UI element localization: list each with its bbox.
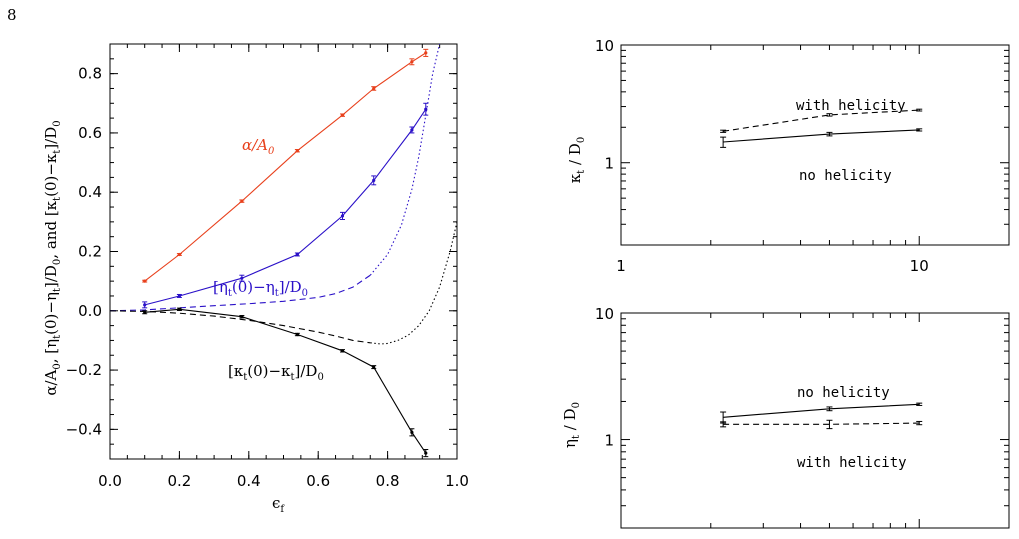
right-y-tick-label: 10 xyxy=(595,37,614,55)
right-bottom-series xyxy=(720,402,923,430)
right-top-plot-frame xyxy=(620,44,1010,246)
left-series-line-4 xyxy=(144,308,427,454)
left-chart: 0.0 0.2 0.4 0.6 0.8 1.0 −0.4 −0.2 0.0 0.2 0.4 0.6 0.… xyxy=(42,43,469,515)
left-series-line-6 xyxy=(370,221,457,345)
right-y-tick-label: 10 xyxy=(595,305,614,323)
left-x-tick-label: 0.4 xyxy=(237,472,261,490)
annotation-alpha: α/A0 xyxy=(242,136,275,157)
right-bottom-plot-frame xyxy=(620,312,1010,529)
left-ylabel: α/A0, [ηt(0)−ηt]/D0, and [κt(0)−κt]/D0 xyxy=(42,120,63,395)
right-series-line xyxy=(723,422,920,425)
left-series-line-2 xyxy=(110,274,371,312)
page-number: 8 xyxy=(7,6,17,24)
left-series-line-1 xyxy=(144,108,427,306)
left-x-tick-label: 0.8 xyxy=(376,472,400,490)
right-series-line xyxy=(723,129,920,143)
left-y-tick-label: 0.4 xyxy=(78,183,102,201)
annotation-kappa: [κt(0)−κt]/D0 xyxy=(228,362,324,383)
right-y-tick-label: 1 xyxy=(604,432,614,450)
left-y-tick-label: 0.0 xyxy=(78,302,102,320)
left-y-tick-label: 0.6 xyxy=(78,124,102,142)
right-top-ylabel: κt / D0 xyxy=(566,137,587,183)
right-bottom-ylabel: ηt / D0 xyxy=(561,402,582,448)
left-y-tick-label: 0.8 xyxy=(78,65,102,83)
annotation-eta: [ηt(0)−ηt]/D0 xyxy=(213,278,308,299)
right-top-axes: 1 10 1 10 xyxy=(595,37,1010,275)
left-plot-frame xyxy=(109,43,458,460)
left-x-tick-label: 0.6 xyxy=(306,472,330,490)
left-series xyxy=(110,44,457,458)
right-top-chart: 1 10 1 10 κt / D0 with helicity no helicity xyxy=(566,37,1010,275)
left-y-tick-label: −0.4 xyxy=(66,420,102,438)
right-top-label-no-helicity: no helicity xyxy=(799,168,892,184)
left-x-tick-label: 0.2 xyxy=(167,472,191,490)
right-x-tick-label: 10 xyxy=(910,257,929,275)
right-bottom-label-no-helicity: no helicity xyxy=(797,385,890,401)
left-axes: 0.0 0.2 0.4 0.6 0.8 1.0 −0.4 −0.2 0.0 0.2 0.4 0.6 0.… xyxy=(66,44,469,490)
left-x-tick-label: 1.0 xyxy=(445,472,469,490)
right-bottom-label-with-helicity: with helicity xyxy=(797,455,907,471)
right-series-line xyxy=(723,109,920,132)
left-x-tick-label: 0.0 xyxy=(98,472,122,490)
left-y-tick-label: 0.2 xyxy=(78,243,102,261)
right-x-tick-label: 1 xyxy=(616,257,626,275)
left-y-tick-label: −0.2 xyxy=(66,361,102,379)
left-series-line-5 xyxy=(110,310,371,344)
right-top-series xyxy=(720,108,923,148)
right-series-line xyxy=(723,403,920,418)
right-y-tick-label: 1 xyxy=(604,155,614,173)
left-series-line-3 xyxy=(369,44,441,276)
right-top-label-with-helicity: with helicity xyxy=(796,98,906,114)
left-series-line-0 xyxy=(144,52,427,282)
left-xlabel: ϵf xyxy=(272,494,285,515)
